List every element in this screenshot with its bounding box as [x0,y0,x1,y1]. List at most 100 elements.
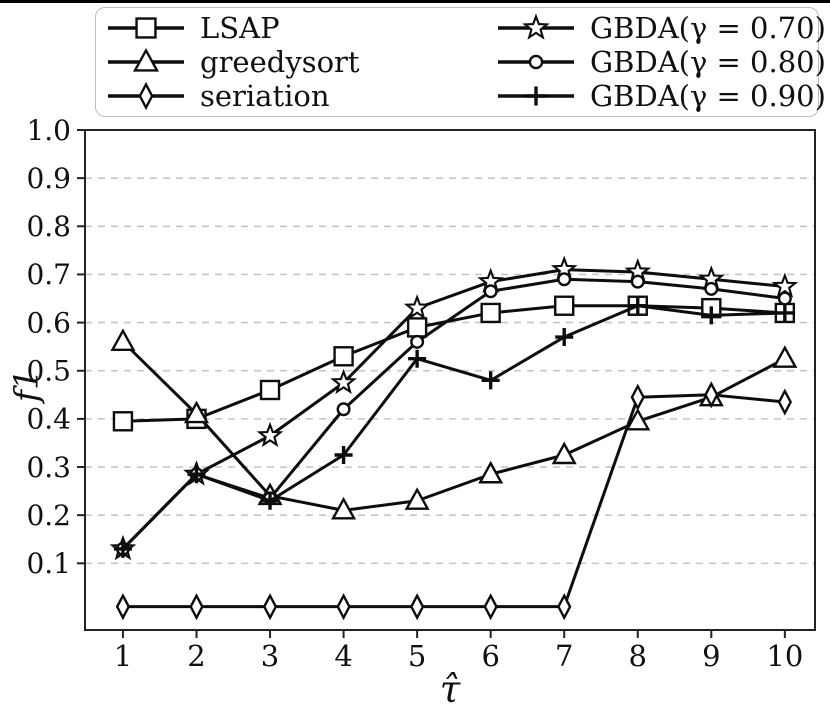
diamond-marker [777,388,793,416]
x-tick-label: 2 [187,639,205,673]
plus-marker [555,328,574,347]
square-marker [333,346,354,367]
y-tick-label: 0.5 [26,355,71,388]
plus-marker [481,371,500,390]
y-tick-label: 0.6 [26,306,71,339]
triangle-marker [183,400,210,424]
legend-label-greedysort: greedysort [200,44,360,79]
legend-entry-seriation: seriation [106,79,360,113]
legend-entry-lsap: LSAP [106,11,360,45]
square-marker [112,411,134,432]
gridlines [85,177,815,565]
legend-sample-triangle-icon [108,47,184,72]
circle-marker [630,274,645,289]
circle-marker [528,54,544,70]
plus-marker [334,445,353,464]
triangle-marker [625,407,651,431]
x-axis-ticks: 1 2 3 4 5 6 7 8 9 10 [114,630,803,673]
x-tick-label: 6 [481,639,499,673]
plus-marker [628,296,647,315]
diamond-marker [630,383,645,411]
circle-marker [410,334,425,349]
series-line [121,268,785,550]
x-axis-label: τ̂ [439,668,461,711]
legend-entry-gbda-0.80: GBDA(γ = 0.80) [496,45,826,79]
plus-marker [113,539,132,558]
series-line [122,304,785,423]
x-tick-label: 9 [702,639,720,673]
legend-sample-square-icon [108,17,184,39]
x-tick-label: 1 [114,639,132,673]
triangle-marker [404,487,430,510]
y-axis-ticks: 0.1 0.2 0.3 0.4 0.5 0.6 0.7 0.8 0.9 1.0 [26,114,85,580]
diamond-marker [138,81,154,111]
triangle-marker [132,47,160,72]
diamond-marker [409,593,425,621]
x-tick-label: 10 [766,639,803,673]
legend-column-2: GBDA(γ = 0.70) GBDA(γ = 0.80) GBDA(γ = 0.9… [496,11,826,113]
circle-marker [777,291,792,306]
legend-label-gbda-0.70: GBDA(γ = 0.70) [590,10,826,45]
y-tick-label: 1.0 [26,114,71,147]
star-marker [522,13,550,40]
legend-entry-gbda-0.90: GBDA(γ = 0.90) [496,79,826,113]
plus-marker [408,349,427,368]
square-marker [480,302,501,324]
legend-sample-star-icon [498,13,574,40]
series-lsap [112,295,796,432]
x-tick-label: 4 [334,639,352,673]
series-line [122,393,785,609]
y-tick-label: 0.2 [26,499,71,532]
triangle-marker [110,328,136,352]
triangle-marker [478,460,504,484]
legend-column-1: LSAP greedysort seriation [106,11,360,113]
square-marker [259,379,281,401]
x-tick-label: 5 [408,639,426,673]
x-tick-label: 7 [555,639,573,673]
legend-sample-plus-icon [498,86,574,106]
legend-entry-greedysort: greedysort [106,45,360,79]
legend-box: LSAP greedysort seriation GBDA(γ = 0.70) GB… [95,7,826,117]
legend-sample-circle-icon [498,54,574,70]
series-line [121,304,785,550]
triangle-marker [772,345,798,368]
legend-label-gbda-0.80: GBDA(γ = 0.80) [590,44,826,79]
star-marker [771,272,799,298]
x-tick-label: 3 [261,639,279,673]
square-marker [135,17,157,39]
legend-label-lsap: LSAP [200,10,280,45]
diamond-marker [704,381,719,409]
x-tick-label: 8 [629,639,647,673]
y-tick-label: 0.3 [26,451,71,484]
circle-marker [336,402,351,417]
circle-marker [483,284,498,299]
series-seriation [115,381,793,621]
series-gbda-0.70 [109,255,799,561]
y-tick-label: 0.9 [26,162,71,195]
legend-label-gbda-0.90: GBDA(γ = 0.90) [590,78,826,113]
square-marker [554,295,575,316]
y-tick-label: 0.7 [26,258,71,291]
diamond-marker [262,593,278,621]
diamond-marker [483,593,498,621]
plus-marker [526,86,546,106]
plus-marker [775,303,794,322]
y-tick-label: 0.1 [26,547,71,580]
circle-marker [557,272,572,287]
y-tick-label: 0.4 [26,403,71,436]
square-marker [406,317,428,338]
series-gbda-0.90 [113,296,794,558]
diamond-marker [557,593,572,621]
circle-marker [704,281,719,296]
y-tick-label: 0.8 [26,210,71,243]
diamond-marker [336,593,351,621]
plus-marker [187,465,206,484]
legend-label-seriation: seriation [200,78,330,113]
legend-sample-diamond-icon [108,81,184,111]
triangle-marker [331,496,357,520]
axes-frame [84,129,816,631]
triangle-marker [551,441,577,465]
star-marker [403,294,431,320]
